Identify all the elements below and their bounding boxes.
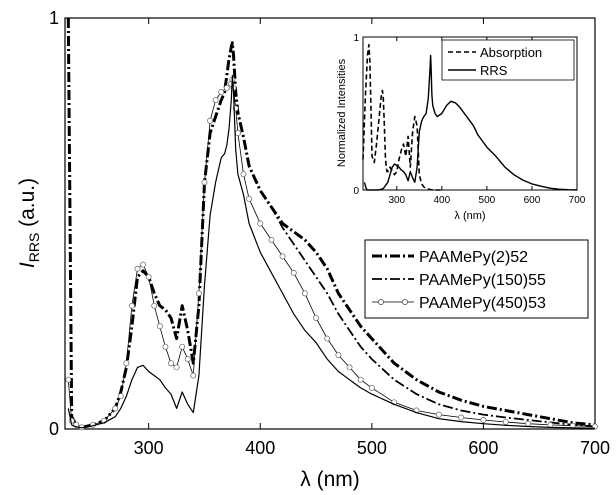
main-data-point: [123, 360, 130, 367]
main-data-point: [65, 376, 72, 383]
legend-marker-series-3a: [377, 298, 384, 305]
inset-x-tick-label: 500: [479, 195, 496, 206]
inset-x-tick-label: 700: [569, 195, 586, 206]
main-y-ticks: 01: [49, 8, 71, 439]
main-data-point: [140, 261, 147, 268]
main-data-point: [168, 360, 174, 367]
main-series-line-4: [67, 74, 596, 429]
main-data-point: [156, 323, 163, 330]
inset-plot-frame: [362, 36, 578, 191]
main-data-point: [301, 290, 308, 297]
legend-marker-series-3b: [401, 298, 408, 305]
main-data-point: [335, 352, 342, 358]
main-data-point: [480, 417, 487, 423]
main-data-point: [246, 195, 253, 202]
inset-series-line-2: [363, 54, 578, 191]
main-y-tick-label: 1: [49, 8, 59, 28]
main-data-point: [212, 97, 219, 104]
y-axis-title-suffix: (a.u.): [16, 178, 39, 233]
main-data-point: [313, 315, 320, 321]
main-data-point: [195, 290, 202, 297]
inset-legend-label-rrs: RRS: [480, 63, 508, 78]
main-data-point: [279, 253, 286, 260]
main-x-tick-label: 500: [357, 438, 387, 458]
main-data-point: [184, 356, 191, 363]
inset-legend-label-absorption: Absorption: [480, 45, 542, 60]
main-data-point: [190, 372, 197, 379]
inset-x-axis-title: λ (nm): [454, 210, 485, 222]
main-data-point: [324, 335, 331, 342]
main-y-tick-label: 0: [49, 419, 59, 439]
main-data-point: [257, 220, 264, 227]
main-series-line-2: [67, 17, 596, 429]
inset-x-tick-label: 300: [388, 195, 405, 206]
main-x-tick-label: 700: [580, 438, 610, 458]
main-data-point: [290, 269, 297, 276]
main-data-point: [368, 384, 375, 391]
y-axis-title-main: I: [16, 262, 39, 268]
main-data-point: [223, 84, 230, 91]
main-data-point: [346, 364, 353, 371]
inset-y-tick-label: 0: [353, 186, 359, 197]
inset-legend: Absorption RRS: [441, 39, 575, 81]
inset-legend-box: [441, 39, 575, 81]
main-x-tick-label: 300: [134, 438, 164, 458]
main-y-axis-title: IRRS (a.u.): [16, 178, 42, 268]
legend-label-series-2: PAAMePy(150)55: [419, 272, 546, 289]
inset-x-tick-label: 600: [524, 195, 541, 206]
inset-chart: 300 400 500 600 700 01 λ (nm) Normalized Int…: [336, 27, 586, 222]
inset-y-axis-title: Normalized Intensities: [336, 58, 348, 167]
main-data-point: [173, 364, 180, 371]
inset-x-tick-label: 400: [433, 195, 450, 206]
main-data-point: [151, 302, 158, 309]
main-data-point: [117, 393, 124, 400]
inset-series-group: [362, 43, 578, 191]
main-data-point: [145, 273, 152, 280]
main-data-point: [201, 179, 208, 186]
y-axis-title-subscript: RRS: [26, 233, 42, 263]
main-chart: 300 400 500 600 700 01 λ (nm) IRRS (a.u.) PA…: [16, 8, 610, 491]
main-plot-frame: [64, 17, 596, 430]
inset-y-ticks: 01: [353, 33, 367, 197]
main-data-point: [268, 236, 275, 243]
legend-label-series-1: PAAMePy(2)52: [419, 249, 528, 266]
main-legend: PAAMePy(2)52 PAAMePy(150)55 PAAMePy(450)…: [364, 239, 589, 319]
main-data-point: [112, 405, 119, 412]
main-data-point: [162, 343, 169, 350]
main-data-point: [207, 117, 214, 124]
main-x-tick-label: 600: [468, 438, 498, 458]
main-data-point: [128, 302, 135, 309]
legend-label-series-3: PAAMePy(450)53: [419, 295, 546, 312]
main-x-ticks: 300 400 500 600 700: [134, 18, 610, 458]
main-x-tick-label: 400: [245, 438, 275, 458]
main-data-point: [134, 265, 141, 272]
main-data-point: [357, 376, 364, 383]
main-data-point: [458, 414, 465, 421]
main-legend-box: [364, 239, 589, 319]
main-data-point: [240, 171, 247, 178]
main-data-point: [218, 89, 225, 95]
main-data-point: [547, 421, 554, 428]
inset-y-tick-label: 1: [353, 33, 359, 44]
main-data-point: [525, 420, 532, 427]
inset-series-line-1: [362, 43, 442, 191]
main-data-point: [234, 130, 241, 137]
main-series-group: [65, 17, 598, 431]
main-data-point: [435, 411, 442, 418]
main-data-point: [502, 419, 509, 425]
main-data-point: [179, 343, 186, 350]
main-x-axis-title: λ (nm): [300, 468, 360, 491]
